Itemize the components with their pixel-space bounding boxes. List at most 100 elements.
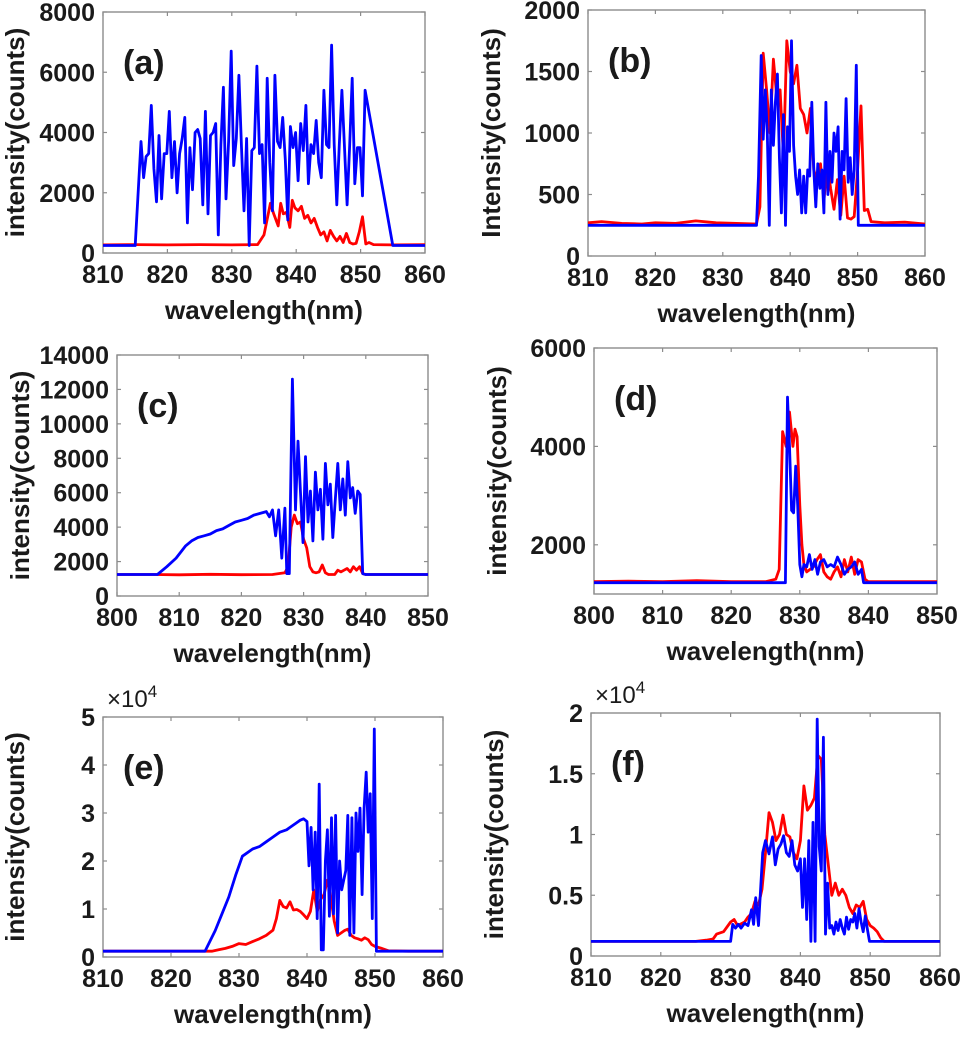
- x-axis-label: wavelength(nm): [164, 295, 363, 325]
- panel-label: (b): [608, 42, 651, 80]
- series-line-red: [591, 754, 940, 943]
- x-tick-label: 850: [849, 964, 891, 992]
- x-tick-label: 820: [710, 602, 752, 630]
- y-axis-label: intensity(counts): [482, 366, 512, 575]
- x-tick-label: 840: [848, 602, 890, 630]
- y-axis-label: intensity(counts): [0, 732, 30, 941]
- y-tick-label: 6000: [53, 480, 109, 508]
- y-tick-label: 1500: [524, 59, 580, 87]
- y-tick-label: 2000: [530, 532, 586, 560]
- x-tick-label: 830: [283, 604, 325, 632]
- x-tick-label: 850: [354, 965, 396, 993]
- x-tick-label: 840: [275, 261, 317, 289]
- x-tick-label: 810: [82, 261, 124, 289]
- x-axis-label: wavelength(nm): [657, 298, 856, 328]
- y-tick-label: 4000: [530, 433, 586, 461]
- panel-d: 800 810 820 830 840 850 2000 4000 6000 wavelength…: [482, 335, 958, 666]
- x-tick-label: 800: [96, 604, 138, 632]
- y-tick-label: 4: [81, 752, 95, 780]
- x-tick-label: 840: [286, 965, 328, 993]
- y-tick-label: 2: [569, 700, 583, 728]
- y-tick-label: 1: [81, 896, 95, 924]
- series-line-red: [588, 39, 925, 226]
- y-tick-label: 3: [81, 800, 95, 828]
- y-axis-label: intensity(counts): [479, 730, 509, 939]
- x-axis-label: wavelength(nm): [666, 636, 865, 666]
- y-tick-label: 0: [95, 583, 109, 611]
- x-tick-label: 810: [570, 964, 612, 992]
- y-tick-label: 1.5: [548, 761, 583, 789]
- y-tick-label: 1: [569, 822, 583, 850]
- x-tick-label: 810: [158, 604, 200, 632]
- x-tick-label: 810: [82, 965, 124, 993]
- panel-label: (e): [123, 749, 165, 787]
- x-tick-label: 820: [221, 604, 263, 632]
- y-tick-label: 2000: [524, 0, 580, 25]
- x-tick-label: 860: [404, 261, 446, 289]
- x-tick-label: 830: [779, 602, 821, 630]
- y-tick-label: 4000: [39, 120, 95, 148]
- series-line-blue: [117, 377, 428, 576]
- axes-box: [593, 347, 938, 595]
- series-line-red: [103, 878, 443, 953]
- y-tick-label: 2000: [39, 180, 95, 208]
- y-axis-label: intensity(counts): [0, 28, 30, 237]
- panel-e: 810 820 830 840 850 860 0 1 2 3 4 5 ×104 wavelength(n…: [0, 682, 464, 1029]
- x-axis-label: wavelength(nm): [173, 999, 372, 1029]
- y-axis-label: Intensity(counts): [476, 28, 506, 237]
- y-exponent-label: ×104: [595, 678, 645, 709]
- x-tick-label: 850: [916, 602, 958, 630]
- x-tick-label: 840: [345, 604, 387, 632]
- panel-a: 810 820 830 840 850 860 0 2000 4000 6000 8000 wavel…: [0, 0, 446, 325]
- series-line-blue: [103, 43, 425, 247]
- y-axis-label: intensity(counts): [5, 371, 35, 580]
- y-tick-label: 2000: [53, 549, 109, 577]
- x-tick-label: 810: [567, 264, 609, 292]
- series-line-red: [117, 513, 428, 577]
- x-tick-label: 850: [837, 264, 879, 292]
- x-tick-label: 830: [211, 261, 253, 289]
- y-tick-label: 0: [81, 944, 95, 972]
- series-line-blue: [588, 39, 925, 227]
- x-tick-label: 840: [780, 964, 822, 992]
- x-tick-label: 820: [640, 964, 682, 992]
- x-tick-label: 830: [702, 264, 744, 292]
- x-tick-label: 840: [769, 264, 811, 292]
- x-axis-label: wavelength(nm): [173, 638, 372, 668]
- panel-b: 810 820 830 840 850 860 0 500 1000 1500 2000 wavele…: [476, 0, 946, 328]
- x-tick-label: 860: [904, 264, 946, 292]
- x-tick-label: 850: [407, 604, 449, 632]
- panel-label: (c): [137, 387, 179, 425]
- y-tick-label: 6000: [39, 59, 95, 87]
- y-tick-label: 500: [538, 182, 580, 210]
- x-tick-label: 820: [635, 264, 677, 292]
- panel-label: (f): [611, 745, 645, 783]
- axes-box: [590, 712, 941, 957]
- x-tick-label: 830: [218, 965, 260, 993]
- x-tick-label: 860: [422, 965, 464, 993]
- y-tick-label: 14000: [39, 342, 109, 370]
- y-tick-label: 0: [566, 243, 580, 271]
- panel-f: 810 820 830 840 850 860 0 0.5 1 1.5 2 ×104 wavelengt…: [479, 678, 961, 1028]
- y-tick-label: 12000: [39, 376, 109, 404]
- x-axis-label: wavelength(nm): [666, 998, 865, 1028]
- y-tick-label: 10000: [39, 411, 109, 439]
- panel-c: 800 810 820 830 840 850 0 2000 4000 6000 8000 10000…: [5, 342, 449, 668]
- x-tick-label: 800: [573, 602, 615, 630]
- x-tick-label: 850: [340, 261, 382, 289]
- panel-label: (a): [123, 44, 165, 82]
- y-tick-label: 0: [81, 240, 95, 268]
- x-tick-label: 820: [147, 261, 189, 289]
- y-tick-label: 2: [81, 848, 95, 876]
- series-line-blue: [594, 395, 937, 585]
- x-tick-label: 860: [919, 964, 961, 992]
- x-tick-label: 830: [710, 964, 752, 992]
- x-tick-label: 810: [642, 602, 684, 630]
- y-exponent-label: ×104: [107, 682, 157, 713]
- panel-label: (d): [614, 380, 657, 418]
- series-line-red: [103, 198, 425, 247]
- series-line-blue: [591, 717, 940, 943]
- y-tick-label: 8000: [53, 445, 109, 473]
- y-tick-label: 4000: [53, 514, 109, 542]
